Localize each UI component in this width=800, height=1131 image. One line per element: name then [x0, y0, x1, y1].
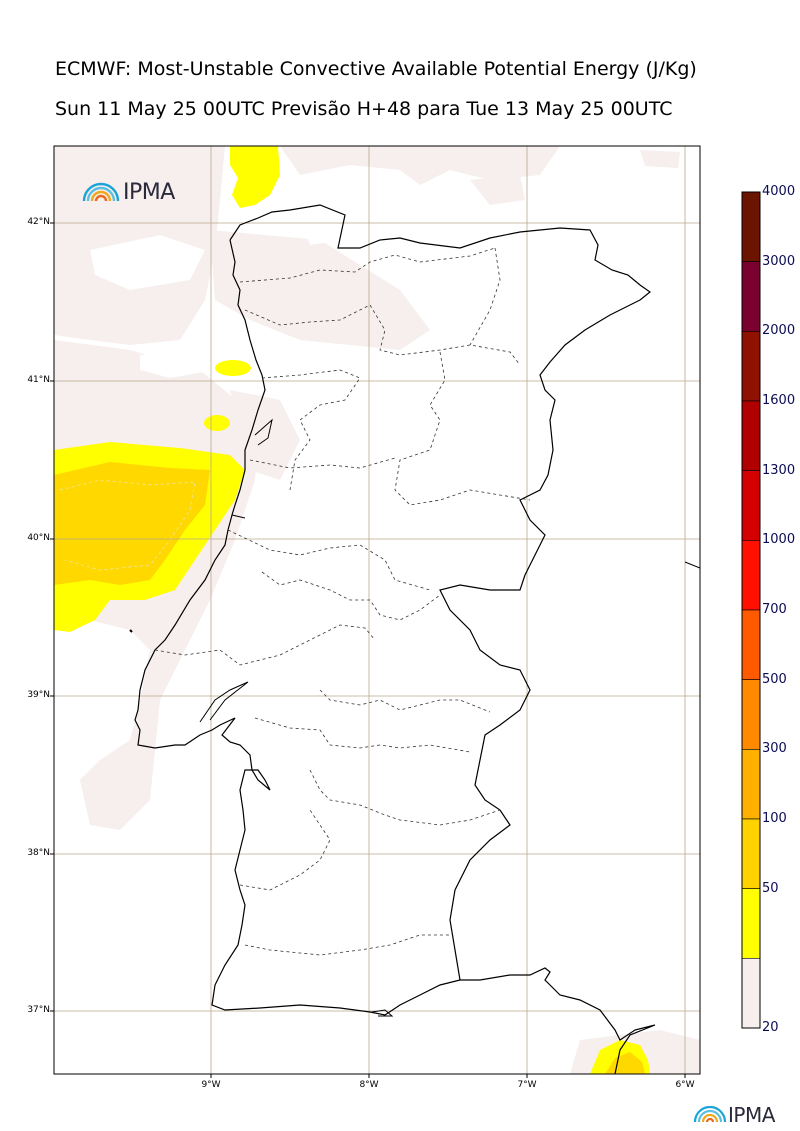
- colorbar-segment: [741, 679, 761, 750]
- colorbar-segment: [741, 261, 761, 332]
- colorbar-segment: [741, 331, 761, 402]
- colorbar-tick-label: 2000: [762, 323, 796, 339]
- map-frame: [53, 145, 701, 1075]
- colorbar-segment: [741, 609, 761, 680]
- lat-label: 41°N: [27, 375, 50, 385]
- colorbar-segment: [741, 191, 761, 262]
- colorbar-tick-label: 50: [762, 880, 779, 896]
- district-boundaries: [154, 247, 531, 956]
- colorbar-segment: [741, 540, 761, 611]
- colorbar-segment: [741, 818, 761, 889]
- ipma-logo-mark: [82, 182, 120, 202]
- colorbar-tick-label: 700: [762, 602, 787, 617]
- lat-label: 40°N: [27, 533, 50, 543]
- colorbar-segment: [741, 470, 761, 541]
- lon-label: 6°W: [675, 1080, 695, 1090]
- colorbar-tick-label: 100: [762, 811, 787, 826]
- lat-label: 38°N: [27, 848, 50, 858]
- colorbar-segment: [741, 888, 761, 959]
- map-subtitle: Sun 11 May 25 00UTC Previsão H+48 para T…: [55, 98, 673, 120]
- portugal-coastline: [134, 239, 461, 1016]
- ipma-logo-text: IPMA: [123, 180, 175, 205]
- colorbar-tick-label: 3000: [762, 253, 796, 269]
- ipma-logo: IPMA: [123, 180, 175, 205]
- colorbar-segment: [741, 749, 761, 820]
- colorbar-tick-label: 1000: [762, 532, 796, 548]
- lon-label: 7°W: [517, 1080, 537, 1090]
- ipma-logo-footer: IPMA: [728, 1103, 775, 1127]
- colorbar-tick-label: 500: [762, 671, 787, 687]
- ipma-logo-footer-text: IPMA: [728, 1103, 775, 1127]
- portugal-outline: [229, 204, 656, 1074]
- colorbar: [741, 191, 761, 1029]
- colorbar-segment: [741, 400, 761, 471]
- colorbar-tick-label: 4000: [762, 184, 796, 199]
- colorbar-tick-label: 20: [762, 1020, 779, 1035]
- map-title: ECMWF: Most-Unstable Convective Availabl…: [55, 58, 697, 80]
- lon-label: 9°W: [201, 1080, 221, 1090]
- cape-field-100-300: [54, 462, 645, 1074]
- colorbar-tick-label: 1600: [762, 393, 796, 408]
- colorbar-tick-label: 1300: [762, 462, 796, 478]
- lon-label: 8°W: [359, 1080, 379, 1090]
- graticule: [54, 146, 700, 1074]
- colorbar-segment: [741, 958, 761, 1029]
- lat-label: 39°N: [27, 690, 50, 700]
- colorbar-tick-label: 300: [762, 741, 787, 757]
- lat-label: 42°N: [27, 217, 50, 227]
- ipma-logo-mark-footer: [693, 1105, 727, 1123]
- lat-label: 37°N: [27, 1005, 50, 1015]
